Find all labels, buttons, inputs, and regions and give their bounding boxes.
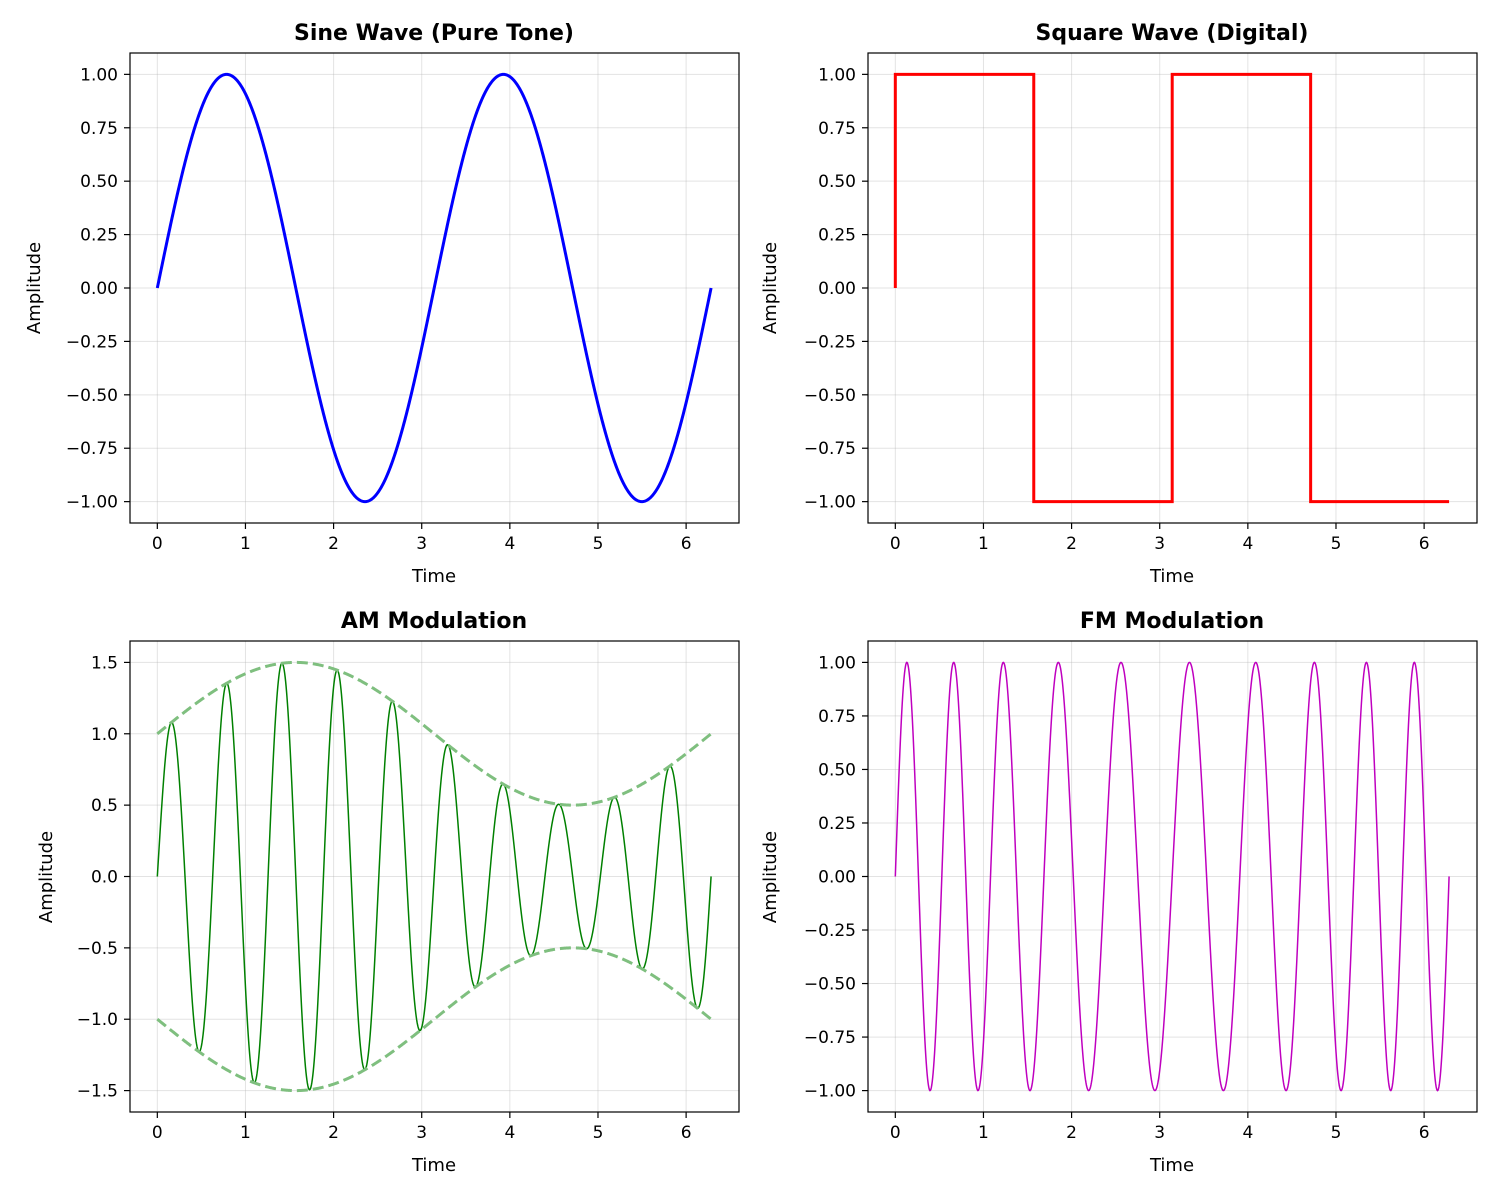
x-tick-label: 2 <box>328 534 339 554</box>
chart-title: AM Modulation <box>341 609 527 634</box>
x-tick-label: 0 <box>890 534 901 554</box>
x-ticks: 0 1 2 3 4 5 6 <box>890 1112 1430 1143</box>
x-axis-label: Time <box>411 1155 456 1176</box>
grid <box>868 641 1477 1112</box>
y-tick-label: −0.25 <box>804 921 856 941</box>
x-tick-label: 4 <box>1242 1123 1253 1143</box>
square-wave-chart: Square Wave (Digital) 0 1 2 3 4 5 6 1.00 0.75 0.… <box>760 21 1478 587</box>
x-tick-label: 4 <box>1242 534 1253 554</box>
y-axis-label: Amplitude <box>760 242 781 334</box>
y-ticks: 1.00 0.75 0.50 0.25 0.00 −0.25 −0.50 −0.75 −1.00 <box>66 65 130 513</box>
series-layer <box>893 72 1450 504</box>
y-tick-label: −0.25 <box>804 332 856 352</box>
series-layer <box>155 72 713 504</box>
x-tick-label: 2 <box>328 1123 339 1143</box>
y-tick-label: 1.00 <box>80 65 118 85</box>
y-tick-label: 1.5 <box>91 653 118 673</box>
x-tick-label: 0 <box>152 1123 163 1143</box>
y-ticks: 1.5 1.0 0.5 0.0 −0.5 −1.0 −1.5 <box>77 653 130 1102</box>
x-tick-label: 6 <box>1419 1123 1430 1143</box>
x-tick-label: 6 <box>681 534 692 554</box>
x-ticks: 0 1 2 3 4 5 6 <box>152 523 692 554</box>
y-tick-label: −0.50 <box>66 386 118 406</box>
y-tick-label: −1.00 <box>804 1082 856 1102</box>
x-tick-label: 3 <box>416 1123 427 1143</box>
x-tick-label: 5 <box>593 1123 604 1143</box>
chart-title: Square Wave (Digital) <box>1036 21 1309 46</box>
y-ticks: 1.00 0.75 0.50 0.25 0.00 −0.25 −0.50 −0.75 −1.00 <box>804 65 868 513</box>
y-tick-label: −1.5 <box>77 1082 118 1102</box>
x-tick-label: 3 <box>416 534 427 554</box>
series-layer <box>156 660 713 1093</box>
sine-wave-chart: Sine Wave (Pure Tone) 0 1 2 3 4 5 6 1.00 0.75 0.… <box>24 21 740 587</box>
y-tick-label: −0.75 <box>804 1028 856 1048</box>
y-tick-label: 0.00 <box>818 279 856 299</box>
y-tick-label: −1.0 <box>77 1010 118 1030</box>
x-tick-label: 5 <box>1331 1123 1342 1143</box>
x-tick-label: 1 <box>978 1123 989 1143</box>
y-axis-label: Amplitude <box>760 831 781 923</box>
series-line-0 <box>156 662 712 1091</box>
series-layer <box>894 661 1450 1092</box>
x-ticks: 0 1 2 3 4 5 6 <box>152 1112 692 1143</box>
x-tick-label: 1 <box>978 534 989 554</box>
y-tick-label: 0.25 <box>80 226 118 246</box>
y-tick-label: 0.0 <box>91 868 118 888</box>
y-tick-label: −1.00 <box>66 493 118 513</box>
x-axis-label: Time <box>1149 566 1194 587</box>
x-tick-label: 5 <box>593 534 604 554</box>
series-line-0 <box>894 661 1450 1092</box>
x-tick-label: 1 <box>240 1123 251 1143</box>
y-tick-label: 0.75 <box>80 119 118 139</box>
y-tick-label: −1.00 <box>804 493 856 513</box>
y-axis-label: Amplitude <box>36 831 57 923</box>
x-tick-label: 2 <box>1066 1123 1077 1143</box>
y-tick-label: 0.75 <box>818 119 856 139</box>
am-modulation-chart: AM Modulation 0 1 2 3 4 5 6 1.5 1.0 0.5 0.0 −0.5 −1… <box>36 609 740 1176</box>
y-tick-label: 0.50 <box>818 760 856 780</box>
x-tick-label: 3 <box>1154 534 1165 554</box>
y-tick-label: −0.75 <box>66 439 118 459</box>
y-tick-label: 1.00 <box>818 653 856 673</box>
x-axis-label: Time <box>411 566 456 587</box>
x-tick-label: 6 <box>1419 534 1430 554</box>
y-tick-label: −0.5 <box>77 939 118 959</box>
y-tick-label: −0.50 <box>804 386 856 406</box>
y-tick-label: 0.50 <box>818 172 856 192</box>
x-tick-label: 3 <box>1154 1123 1165 1143</box>
y-tick-label: −0.25 <box>66 332 118 352</box>
chart-title: FM Modulation <box>1080 609 1264 634</box>
x-tick-label: 0 <box>890 1123 901 1143</box>
series-line-0 <box>893 72 1450 504</box>
y-tick-label: 0.50 <box>80 172 118 192</box>
y-ticks: 1.00 0.75 0.50 0.25 0.00 −0.25 −0.50 −0.75 −1.00 <box>804 653 868 1102</box>
y-tick-label: 1.00 <box>818 65 856 85</box>
x-ticks: 0 1 2 3 4 5 6 <box>890 523 1430 554</box>
x-axis-label: Time <box>1149 1155 1194 1176</box>
x-tick-label: 6 <box>681 1123 692 1143</box>
y-tick-label: 1.0 <box>91 725 118 745</box>
x-tick-label: 1 <box>240 534 251 554</box>
y-tick-label: 0.00 <box>818 868 856 888</box>
y-tick-label: −0.50 <box>804 975 856 995</box>
x-tick-label: 0 <box>152 534 163 554</box>
x-tick-label: 5 <box>1331 534 1342 554</box>
y-tick-label: 0.25 <box>818 814 856 834</box>
x-tick-label: 2 <box>1066 534 1077 554</box>
y-axis-label: Amplitude <box>24 242 45 334</box>
y-tick-label: −0.75 <box>804 439 856 459</box>
y-tick-label: 0.5 <box>91 796 118 816</box>
y-tick-label: 0.00 <box>80 279 118 299</box>
y-tick-label: 0.25 <box>818 226 856 246</box>
y-tick-label: 0.75 <box>818 707 856 727</box>
x-tick-label: 4 <box>504 1123 515 1143</box>
fm-modulation-chart: FM Modulation 0 1 2 3 4 5 6 1.00 0.75 0.50 0.25 0.… <box>760 609 1478 1176</box>
x-tick-label: 4 <box>504 534 515 554</box>
chart-title: Sine Wave (Pure Tone) <box>294 21 574 46</box>
series-line-0 <box>155 72 713 504</box>
